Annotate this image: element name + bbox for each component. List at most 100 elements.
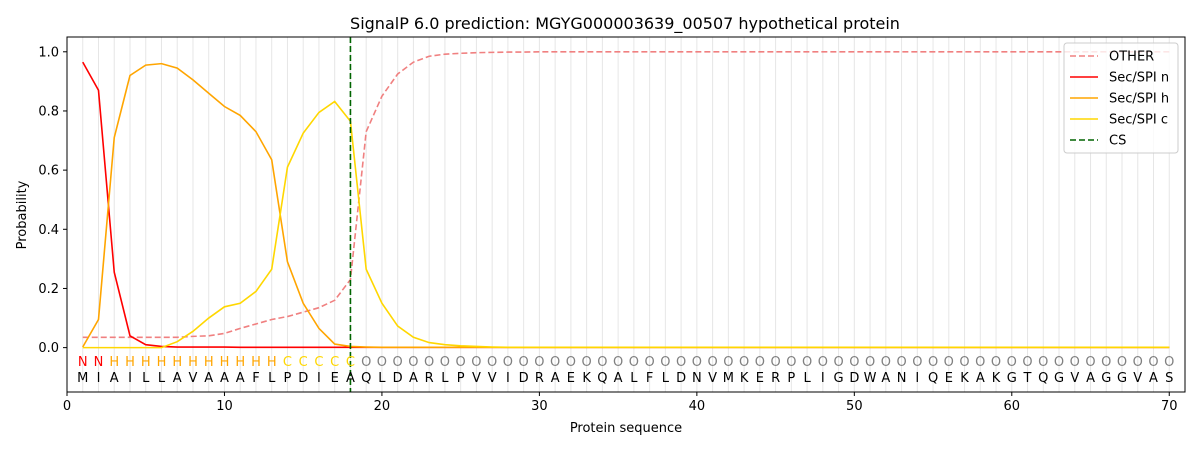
residue-label: L (142, 371, 150, 386)
residue-label: T (1023, 371, 1032, 386)
plot-frame (66, 36, 1186, 393)
residue-label: D (519, 371, 529, 386)
series-line-sec-spi-c (82, 100, 1170, 349)
annotation-label: H (220, 355, 230, 370)
y-tick-label: 1.0 (38, 45, 59, 60)
annotation-label: O (424, 355, 434, 370)
annotation-label: H (172, 355, 182, 370)
annotation-label: H (157, 355, 167, 370)
residue-label: I (97, 371, 101, 386)
annotation-label: O (456, 355, 466, 370)
residue-label: A (220, 371, 229, 386)
annotation-label: O (959, 355, 969, 370)
residue-label: A (614, 371, 623, 386)
annotation-label: O (849, 355, 859, 370)
annotation-label: O (597, 355, 607, 370)
series-lines (82, 50, 1170, 349)
residue-label: K (992, 371, 1001, 386)
residue-label: I (821, 371, 825, 386)
annotation-label: O (645, 355, 655, 370)
x-tick-label: 0 (63, 399, 71, 414)
residue-label: A (1086, 371, 1095, 386)
y-axis-ticks: 0.0 0.2 0.4 0.6 0.8 1.0 (38, 45, 67, 356)
residue-label: K (960, 371, 969, 386)
annotation-label: C (314, 355, 323, 370)
residue-label: A (346, 371, 355, 386)
annotation-label: O (487, 355, 497, 370)
annotation-label: O (676, 355, 686, 370)
annotation-label: O (975, 355, 985, 370)
annotation-label: O (660, 355, 670, 370)
annotation-label: O (1133, 355, 1143, 370)
residue-label: K (582, 371, 591, 386)
y-axis-label: Probability (15, 180, 30, 249)
legend-label: CS (1109, 134, 1126, 149)
residue-label: L (268, 371, 276, 386)
residue-label: P (787, 371, 795, 386)
annotation-label: O (692, 355, 702, 370)
annotation-label: O (471, 355, 481, 370)
annotation-label: O (519, 355, 529, 370)
residue-label: K (740, 371, 749, 386)
residue-label: L (378, 371, 386, 386)
residue-label: A (204, 371, 213, 386)
residue-label: G (1101, 371, 1111, 386)
annotation-label: N (78, 355, 88, 370)
residue-label: N (897, 371, 907, 386)
residue-label: E (756, 371, 764, 386)
residue-label: R (771, 371, 780, 386)
annotation-label: O (1164, 355, 1174, 370)
annotation-label: H (141, 355, 151, 370)
annotation-label: O (408, 355, 418, 370)
y-tick-label: 0.8 (38, 104, 59, 119)
annotation-label: O (707, 355, 717, 370)
annotation-label: O (818, 355, 828, 370)
annotation-label: O (393, 355, 403, 370)
residue-label: G (1054, 371, 1064, 386)
residue-label: I (506, 371, 510, 386)
residue-label: E (567, 371, 575, 386)
residue-label: E (945, 371, 953, 386)
annotation-label: O (1148, 355, 1158, 370)
annotation-label: H (235, 355, 245, 370)
legend-label: Sec/SPI n (1109, 71, 1169, 86)
legend-box (1063, 42, 1179, 154)
annotation-label: O (739, 355, 749, 370)
x-tick-label: 30 (531, 399, 548, 414)
legend: OTHER Sec/SPI n Sec/SPI h Sec/SPI c CS (1063, 42, 1179, 154)
annotation-label: O (440, 355, 450, 370)
residue-label: D (298, 371, 308, 386)
residue-label: G (1117, 371, 1127, 386)
residue-label: N (692, 371, 702, 386)
residue-label: W (864, 371, 877, 386)
annotation-label: H (125, 355, 135, 370)
x-tick-label: 40 (689, 399, 706, 414)
annotation-label: C (283, 355, 292, 370)
residue-label: A (551, 371, 560, 386)
annotation-label: O (377, 355, 387, 370)
annotation-label: O (912, 355, 922, 370)
annotation-label: O (550, 355, 560, 370)
residue-label: I (317, 371, 321, 386)
residue-label: S (1165, 371, 1173, 386)
annotation-label: O (1007, 355, 1017, 370)
annotation-label: O (944, 355, 954, 370)
legend-label: Sec/SPI c (1109, 113, 1168, 128)
x-tick-label: 20 (374, 399, 391, 414)
annotation-label: H (109, 355, 119, 370)
annotation-label: O (582, 355, 592, 370)
annotation-label: O (770, 355, 780, 370)
y-tick-label: 0.2 (38, 282, 59, 297)
residue-label: V (1133, 371, 1142, 386)
residue-label: R (535, 371, 544, 386)
residue-label: R (425, 371, 434, 386)
residue-label: V (189, 371, 198, 386)
residue-label: Q (1038, 371, 1048, 386)
annotation-label: C (299, 355, 308, 370)
x-axis-ticks: 0 10 20 30 40 50 60 70 (63, 392, 1178, 414)
x-axis-label: Protein sequence (570, 421, 682, 436)
residue-label: M (723, 371, 734, 386)
sequence-labels: NMNIHAHIHLHLHAHVHAHAHAHFHLCPCDCICECAOQOL… (77, 355, 1174, 386)
residue-label: A (409, 371, 418, 386)
residue-label: A (1149, 371, 1158, 386)
